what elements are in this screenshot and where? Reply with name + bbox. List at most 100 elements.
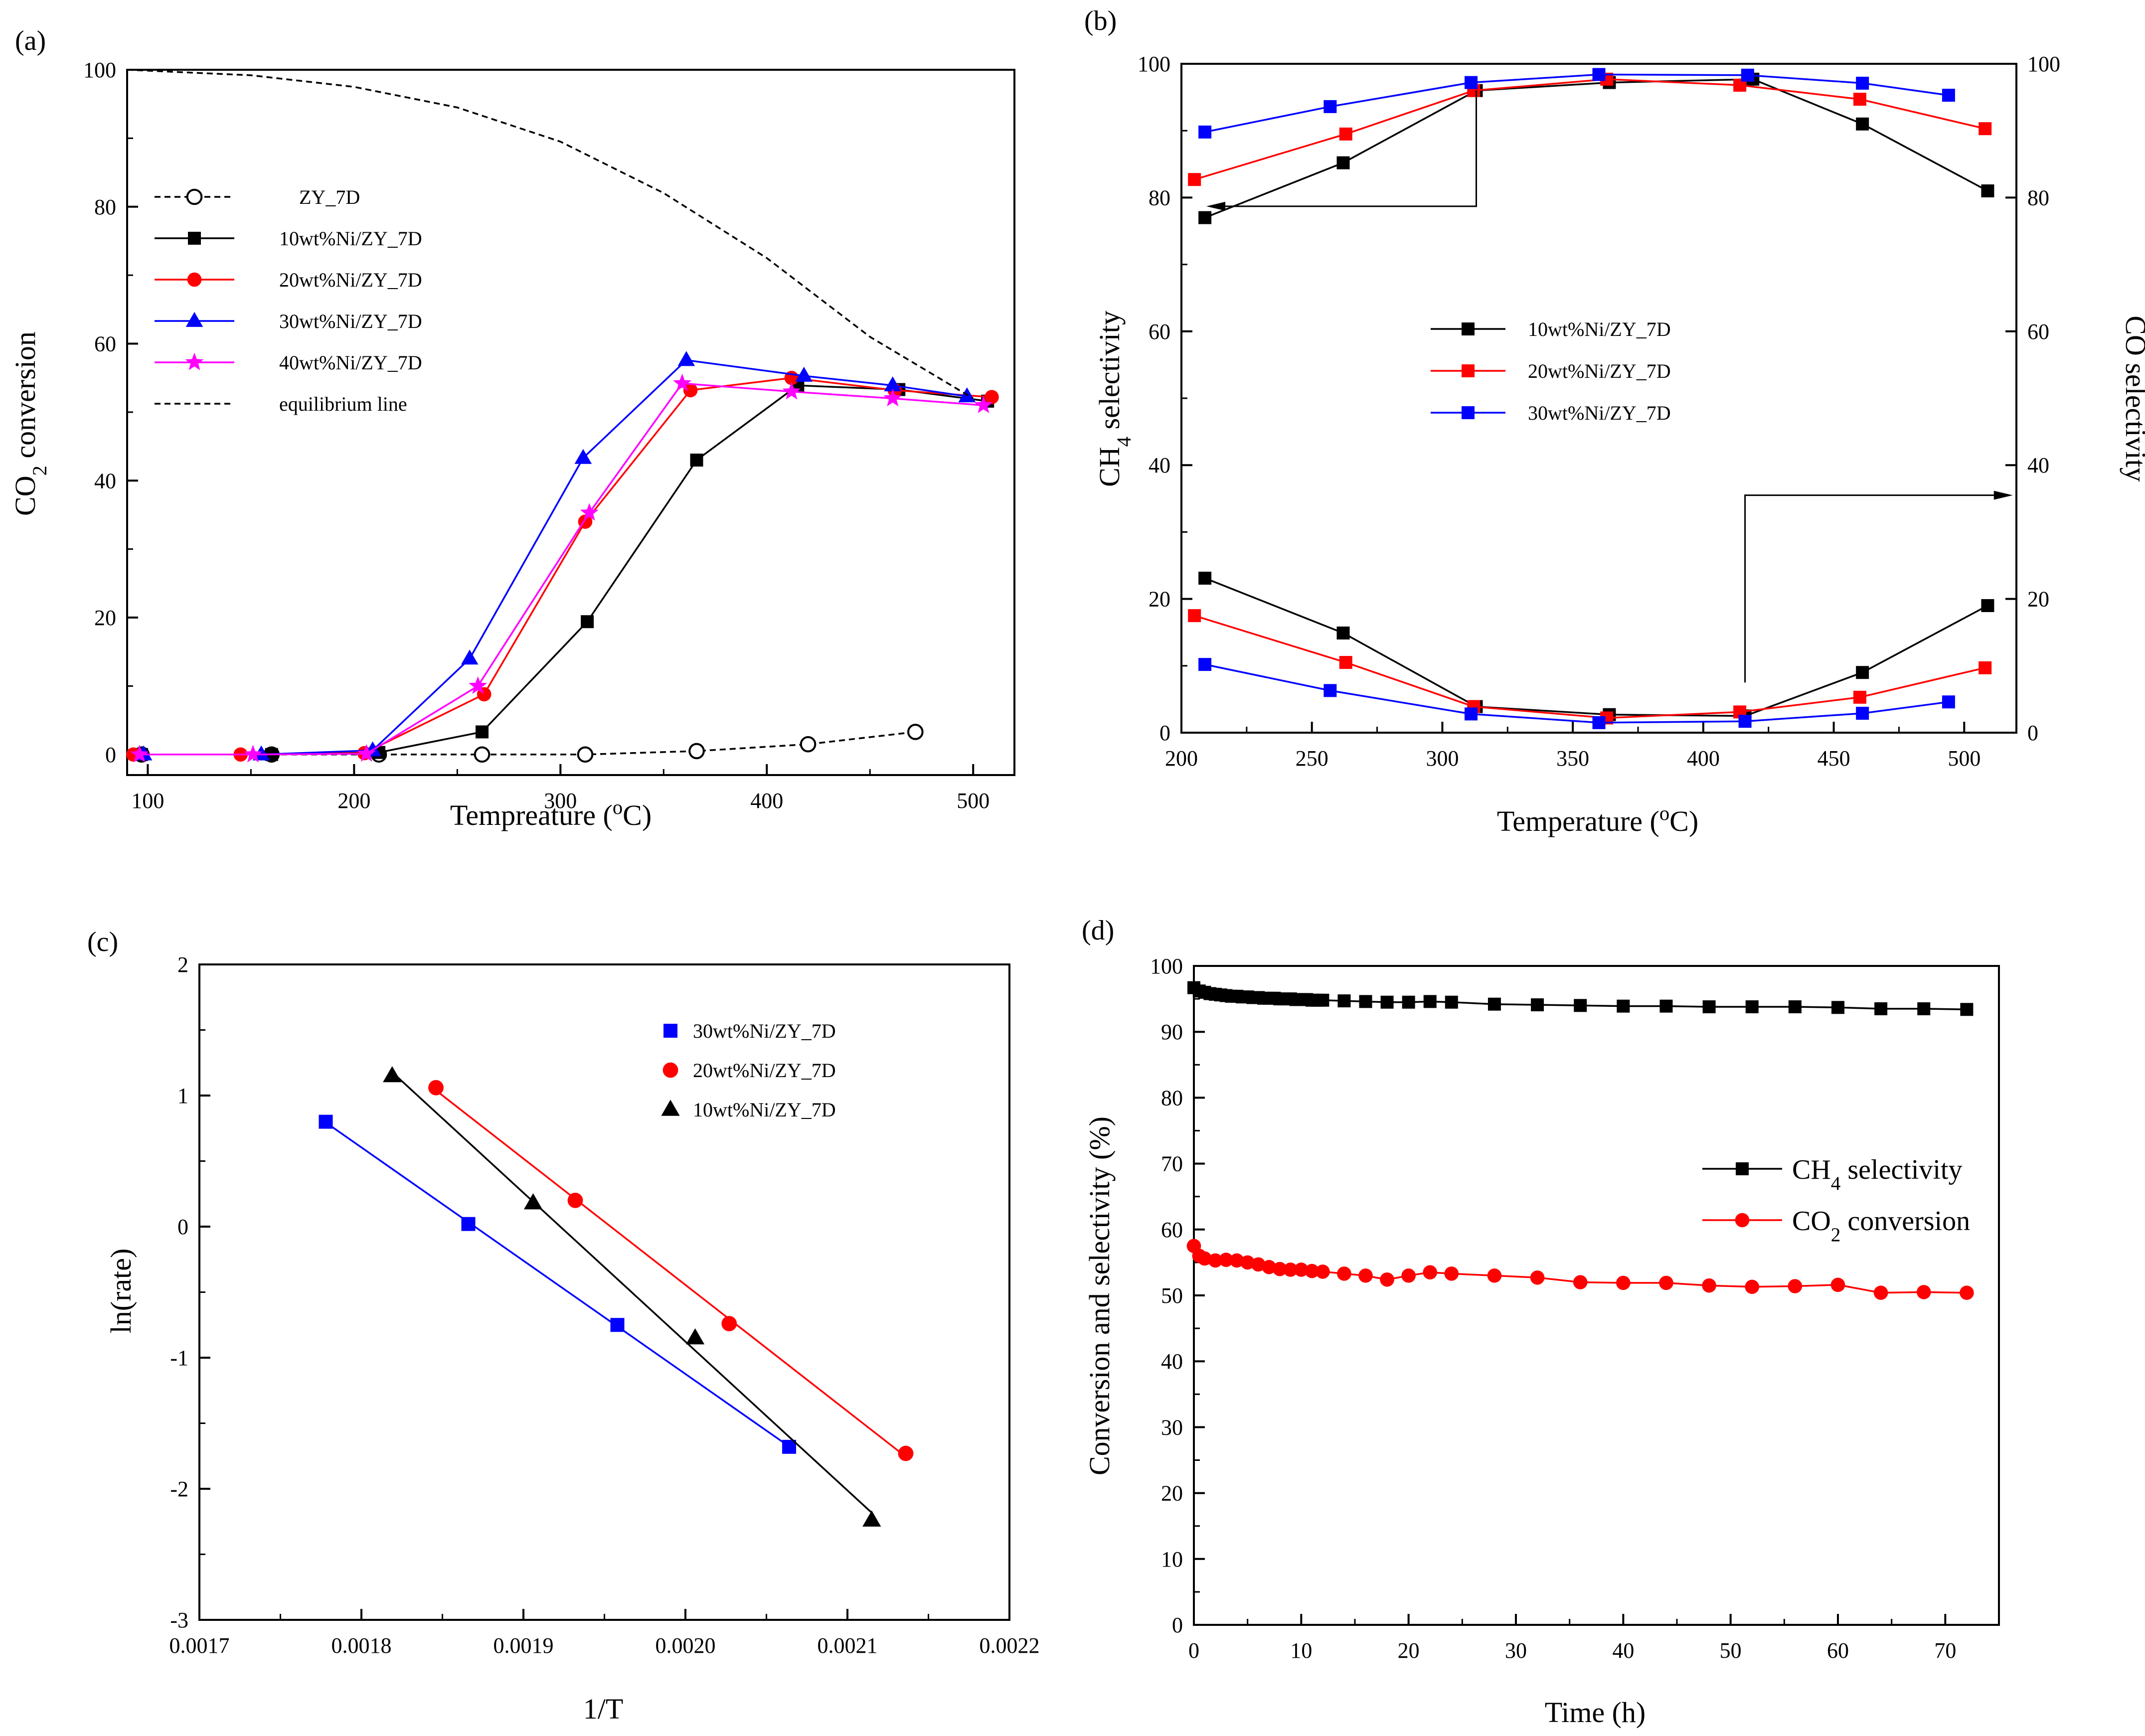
y-tick-label: 80 bbox=[1161, 1086, 1183, 1110]
data-point bbox=[1573, 1275, 1588, 1289]
data-point bbox=[1336, 627, 1350, 640]
series-line-5 bbox=[127, 69, 974, 399]
x-tick-label: 450 bbox=[1817, 746, 1850, 771]
data-point bbox=[1305, 1263, 1320, 1278]
data-point bbox=[1960, 1003, 1974, 1016]
x-axis-label: 1/T bbox=[583, 1693, 624, 1725]
data-point bbox=[319, 1114, 333, 1129]
legend-marker bbox=[187, 272, 202, 287]
x-tick-label: 40 bbox=[1612, 1638, 1634, 1663]
data-point bbox=[685, 1328, 705, 1345]
y-tick-label: 60 bbox=[1161, 1218, 1183, 1242]
data-point bbox=[1272, 1262, 1287, 1276]
data-point bbox=[898, 1445, 914, 1461]
data-point bbox=[1741, 68, 1754, 82]
y-axis-label-right: CO selectivity bbox=[2120, 316, 2145, 481]
y-tick-label: -3 bbox=[170, 1608, 188, 1632]
y-tick-label: 30 bbox=[1161, 1415, 1183, 1439]
data-point bbox=[1240, 1255, 1255, 1270]
y-axis-label: CO2 conversion bbox=[9, 331, 51, 516]
data-point bbox=[1337, 994, 1351, 1008]
data-point bbox=[1444, 1266, 1459, 1281]
data-point bbox=[461, 649, 479, 665]
legend-marker bbox=[185, 352, 204, 370]
data-point bbox=[461, 1217, 476, 1231]
legend-marker bbox=[1736, 1162, 1749, 1175]
data-point bbox=[1979, 661, 1992, 674]
data-point bbox=[1916, 1285, 1931, 1299]
data-point bbox=[1981, 599, 1994, 613]
ch4-line-0 bbox=[1204, 78, 1988, 219]
y-tick-label: 100 bbox=[1138, 52, 1170, 76]
panel-label: (a) bbox=[15, 25, 46, 56]
data-point bbox=[1702, 1000, 1716, 1013]
data-point bbox=[1979, 122, 1992, 136]
data-point bbox=[782, 382, 801, 400]
legend-label: ZY_7D bbox=[299, 186, 360, 208]
y-tick-label: 10 bbox=[1161, 1547, 1183, 1572]
y-tick-label: 20 bbox=[1161, 1481, 1183, 1506]
x-tick-label: 300 bbox=[1426, 746, 1459, 771]
x-tick-label: 60 bbox=[1827, 1638, 1849, 1663]
data-point bbox=[1323, 684, 1337, 697]
data-point bbox=[1788, 1000, 1802, 1013]
data-point bbox=[862, 1510, 881, 1527]
data-point bbox=[1745, 1279, 1760, 1294]
data-point bbox=[1856, 666, 1869, 679]
data-point bbox=[1283, 1263, 1298, 1277]
x-tick-label: 0.0017 bbox=[169, 1633, 230, 1658]
y-tick-label-right: 100 bbox=[2027, 52, 2060, 76]
data-point bbox=[1251, 1257, 1266, 1272]
data-point bbox=[1380, 995, 1394, 1009]
legend-label: 20wt%Ni/ZY_7D bbox=[693, 1059, 836, 1082]
data-point bbox=[469, 676, 488, 694]
x-tick-label: 500 bbox=[957, 789, 990, 813]
data-point bbox=[795, 366, 813, 382]
legend-label: 20wt%Ni/ZY_7D bbox=[1528, 360, 1671, 382]
data-point bbox=[383, 1066, 402, 1083]
data-point bbox=[1788, 1279, 1803, 1293]
arrow-head-right bbox=[1993, 490, 2013, 500]
fit-line-1 bbox=[435, 1090, 907, 1457]
data-point bbox=[1197, 1251, 1212, 1266]
x-axis-label: Tempreature (oC) bbox=[450, 796, 652, 832]
data-point bbox=[1219, 1253, 1233, 1267]
legend-marker bbox=[1462, 364, 1475, 377]
data-point bbox=[1738, 715, 1752, 728]
y-tick-label: 80 bbox=[94, 195, 116, 219]
series-line-0 bbox=[142, 731, 916, 756]
panel-a: 100 200 300 400 500 0 20 40 60 80 100 (a) Tempreatur… bbox=[9, 25, 1015, 832]
data-point bbox=[1830, 1277, 1845, 1292]
y-tick-label: 20 bbox=[1149, 587, 1170, 612]
series-line-3 bbox=[144, 359, 968, 756]
x-tick-label: 400 bbox=[1687, 746, 1720, 771]
data-point bbox=[1465, 76, 1478, 89]
data-point bbox=[476, 725, 489, 739]
data-point bbox=[1856, 117, 1869, 131]
legend-label: 10wt%Ni/ZY_7D bbox=[1528, 318, 1671, 340]
data-point bbox=[1592, 716, 1606, 729]
legend-label: CO2 conversion bbox=[1792, 1206, 1970, 1246]
data-point bbox=[1198, 211, 1212, 224]
x-tick-label: 20 bbox=[1398, 1638, 1420, 1663]
data-point bbox=[357, 744, 376, 762]
y-tick-label: 0 bbox=[105, 743, 116, 767]
x-tick-label: 10 bbox=[1290, 1638, 1312, 1663]
x-tick-label: 30 bbox=[1505, 1638, 1527, 1663]
data-point bbox=[884, 376, 902, 392]
data-point bbox=[1401, 1268, 1416, 1283]
y-tick-label: 40 bbox=[1149, 453, 1170, 477]
data-point bbox=[1465, 707, 1478, 721]
x-tick-label: 0 bbox=[1188, 1638, 1199, 1663]
legend-marker bbox=[186, 188, 203, 205]
data-point bbox=[567, 1193, 583, 1208]
legend-label: 30wt%Ni/ZY_7D bbox=[693, 1020, 836, 1042]
data-point bbox=[244, 745, 263, 763]
y-tick-label-right: 0 bbox=[2027, 721, 2038, 745]
x-tick-label: 500 bbox=[1948, 746, 1980, 771]
legend-label: 40wt%Ni/ZY_7D bbox=[279, 351, 422, 374]
x-tick-label: 100 bbox=[131, 789, 164, 813]
y-tick-label: 40 bbox=[94, 469, 116, 493]
data-point bbox=[1917, 1002, 1931, 1015]
y-tick-label: -1 bbox=[170, 1346, 188, 1370]
